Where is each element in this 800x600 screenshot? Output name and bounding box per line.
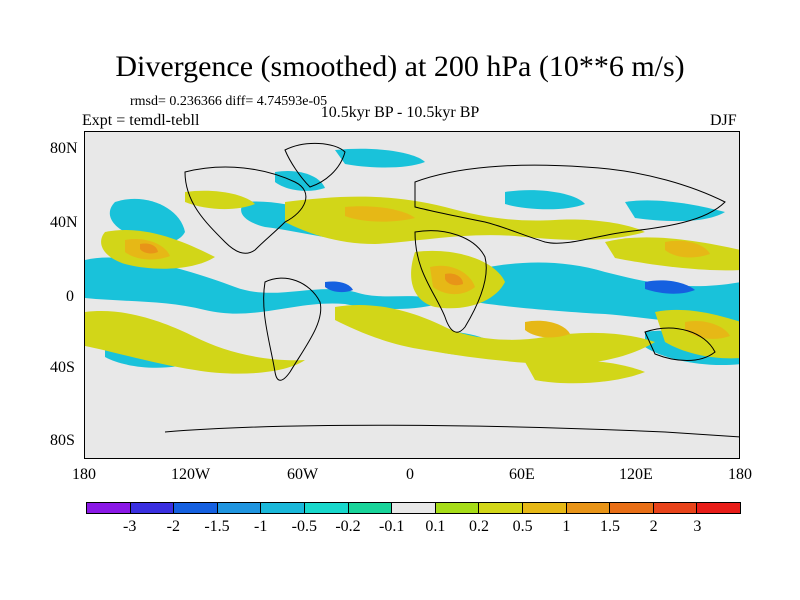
colorbar-swatch — [697, 503, 740, 513]
stats-text: rmsd= 0.236366 diff= 4.74593e-05 — [130, 94, 328, 109]
colorbar-label: 1.5 — [600, 518, 620, 535]
colorbar-swatch — [348, 503, 393, 513]
map-panel — [84, 131, 740, 459]
colorbar-label: 3 — [693, 518, 702, 535]
colorbar-label: 1 — [562, 518, 571, 535]
colorbar-swatch — [610, 503, 654, 513]
lon-label-180e: 180 — [728, 466, 752, 483]
lon-label-180w: 180 — [72, 466, 96, 483]
colorbar-swatch — [174, 503, 218, 513]
colorbar-swatch — [130, 503, 175, 513]
season-text: DJF — [710, 112, 737, 129]
divergence-field — [85, 132, 739, 458]
colorbar-label: -0.2 — [335, 518, 361, 535]
lat-label-40s: 40S — [50, 359, 75, 376]
colorbar-swatch — [522, 503, 567, 513]
colorbar-swatch — [479, 503, 523, 513]
colorbar-swatch — [392, 503, 436, 513]
colorbar-swatch — [87, 503, 131, 513]
experiment-text: Expt = temdl-tebll — [82, 112, 200, 129]
colorbar-label: -0.5 — [291, 518, 317, 535]
colorbar-swatch — [217, 503, 262, 513]
colorbar-label: -0.1 — [378, 518, 405, 535]
colorbar-label: -3 — [122, 518, 137, 535]
colorbar-swatch — [304, 503, 349, 513]
lat-label-80s: 80S — [50, 432, 75, 449]
colorbar-swatch — [261, 503, 305, 513]
colorbar-label: -1.5 — [204, 518, 230, 535]
colorbar-swatch — [566, 503, 611, 513]
colorbar-label: -2 — [166, 518, 180, 535]
lat-label-0: 0 — [66, 288, 74, 305]
period-text: 10.5kyr BP - 10.5kyr BP — [320, 104, 480, 121]
lat-label-40n: 40N — [50, 214, 78, 231]
colorbar-label: 0.5 — [512, 518, 533, 535]
colorbar-label: 0.2 — [469, 518, 489, 535]
strong-negative-regions — [325, 280, 695, 294]
lon-label-120e: 120E — [619, 466, 653, 483]
strongest-positive-regions — [140, 243, 463, 286]
colorbar-label: 2 — [649, 518, 658, 535]
coastlines — [164, 142, 739, 438]
colorbar-swatch — [435, 503, 480, 513]
colorbar-label: 0.1 — [425, 518, 446, 535]
colorbar-label: -1 — [253, 518, 268, 535]
colorbar-swatch — [653, 503, 698, 513]
lat-label-80n: 80N — [50, 140, 78, 157]
lon-label-60e: 60E — [509, 466, 535, 483]
lon-label-0: 0 — [406, 466, 414, 483]
lon-label-60w: 60W — [287, 466, 319, 483]
map-title: Divergence (smoothed) at 200 hPa (10**6 … — [115, 50, 685, 83]
lon-label-120w: 120W — [171, 466, 211, 483]
colorbar — [86, 502, 741, 514]
